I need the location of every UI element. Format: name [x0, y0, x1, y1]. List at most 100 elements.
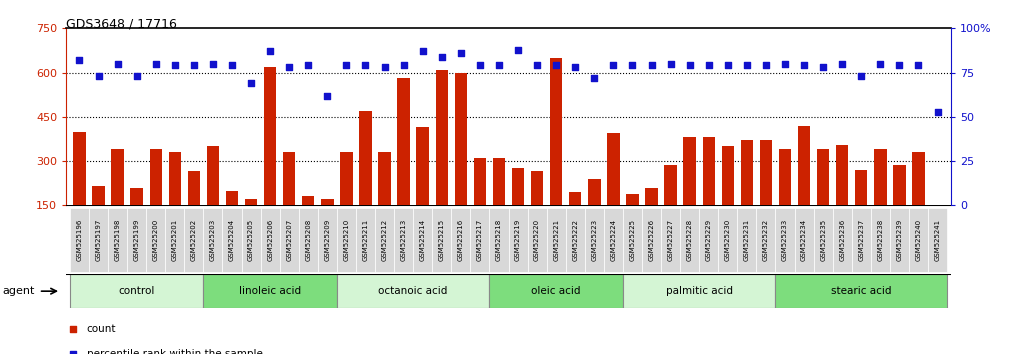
- Bar: [474, 158, 486, 205]
- Text: GDS3648 / 17716: GDS3648 / 17716: [66, 18, 177, 31]
- Bar: [531, 171, 543, 205]
- Bar: [664, 166, 676, 205]
- Bar: [493, 158, 505, 205]
- Text: GSM525208: GSM525208: [305, 219, 311, 261]
- Bar: [722, 146, 734, 205]
- Bar: [356, 208, 375, 272]
- Bar: [108, 208, 127, 272]
- Point: [453, 50, 469, 56]
- Bar: [226, 190, 238, 205]
- Bar: [779, 149, 791, 205]
- Point: [91, 73, 107, 79]
- Bar: [683, 137, 696, 205]
- Text: GSM525226: GSM525226: [649, 219, 655, 261]
- Bar: [130, 188, 142, 205]
- Point: [262, 48, 279, 54]
- Text: GSM525227: GSM525227: [667, 219, 673, 261]
- Bar: [489, 208, 508, 272]
- Point: [128, 73, 144, 79]
- Bar: [798, 126, 811, 205]
- Point: [701, 63, 717, 68]
- Text: GSM525216: GSM525216: [458, 219, 464, 261]
- Bar: [570, 192, 582, 205]
- Text: GSM525217: GSM525217: [477, 219, 483, 261]
- Bar: [622, 208, 642, 272]
- Bar: [169, 152, 181, 205]
- Text: GSM525209: GSM525209: [324, 219, 331, 261]
- Point: [110, 61, 126, 67]
- Bar: [375, 208, 395, 272]
- Point: [720, 63, 736, 68]
- Bar: [127, 208, 146, 272]
- Bar: [93, 186, 105, 205]
- Point: [662, 61, 678, 67]
- Bar: [794, 208, 814, 272]
- Text: GSM525220: GSM525220: [534, 219, 540, 261]
- Text: GSM525213: GSM525213: [401, 219, 407, 261]
- Bar: [242, 208, 260, 272]
- Text: GSM525199: GSM525199: [133, 219, 139, 261]
- Bar: [341, 152, 353, 205]
- Bar: [700, 208, 718, 272]
- Text: GSM525239: GSM525239: [896, 219, 902, 261]
- Bar: [317, 208, 337, 272]
- Bar: [184, 208, 203, 272]
- Bar: [70, 208, 89, 272]
- Point: [758, 63, 774, 68]
- Text: GSM525228: GSM525228: [686, 219, 693, 261]
- Bar: [203, 274, 337, 308]
- Bar: [203, 208, 223, 272]
- Bar: [283, 152, 295, 205]
- Point: [815, 64, 831, 70]
- Bar: [299, 208, 317, 272]
- Point: [930, 109, 946, 114]
- Text: GSM525204: GSM525204: [229, 219, 235, 261]
- Bar: [528, 208, 547, 272]
- Bar: [165, 208, 184, 272]
- Point: [300, 63, 316, 68]
- Bar: [565, 208, 585, 272]
- Bar: [718, 208, 737, 272]
- Bar: [452, 208, 471, 272]
- Bar: [417, 127, 429, 205]
- Text: GSM525196: GSM525196: [76, 219, 82, 261]
- Text: GSM525237: GSM525237: [858, 219, 864, 261]
- Text: GSM525200: GSM525200: [153, 219, 159, 261]
- Point: [65, 326, 81, 332]
- Point: [529, 63, 545, 68]
- Text: GSM525215: GSM525215: [438, 219, 444, 261]
- Bar: [646, 188, 658, 205]
- Bar: [890, 208, 909, 272]
- Text: GSM525230: GSM525230: [725, 219, 731, 261]
- Text: GSM525210: GSM525210: [344, 219, 350, 261]
- Bar: [188, 171, 200, 205]
- Text: GSM525235: GSM525235: [820, 219, 826, 261]
- Bar: [508, 208, 528, 272]
- Bar: [223, 208, 242, 272]
- Point: [281, 64, 297, 70]
- Point: [243, 80, 259, 86]
- Text: percentile rank within the sample: percentile rank within the sample: [86, 349, 262, 354]
- Bar: [435, 70, 447, 205]
- Point: [396, 63, 412, 68]
- Point: [65, 351, 81, 354]
- Text: GSM525218: GSM525218: [496, 219, 502, 261]
- Bar: [760, 141, 772, 205]
- Bar: [432, 208, 452, 272]
- Bar: [893, 166, 905, 205]
- Bar: [359, 111, 371, 205]
- Bar: [852, 208, 871, 272]
- Bar: [833, 208, 852, 272]
- Point: [147, 61, 164, 67]
- Bar: [489, 274, 622, 308]
- Bar: [661, 208, 680, 272]
- Point: [167, 63, 183, 68]
- Text: GSM525231: GSM525231: [743, 219, 750, 261]
- Point: [71, 57, 87, 63]
- Point: [681, 63, 698, 68]
- Point: [472, 63, 488, 68]
- Text: linoleic acid: linoleic acid: [239, 286, 301, 296]
- Text: GSM525221: GSM525221: [553, 219, 559, 261]
- Bar: [817, 149, 829, 205]
- Bar: [642, 208, 661, 272]
